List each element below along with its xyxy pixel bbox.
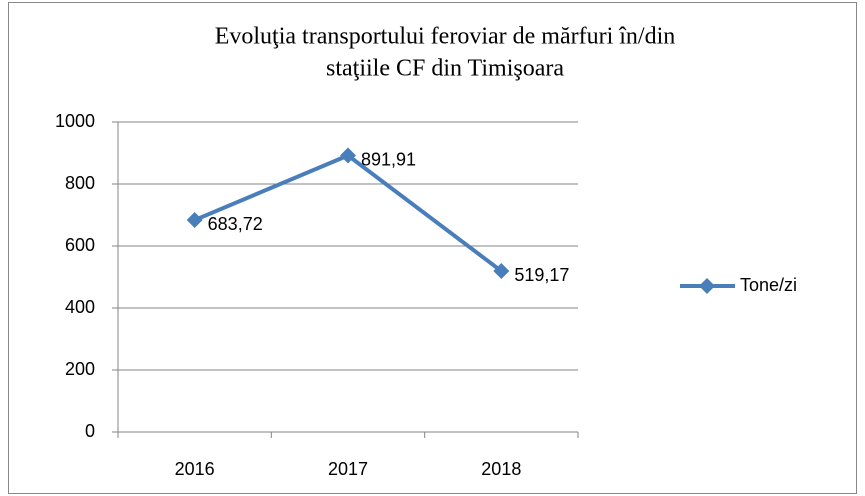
data-label: 891,91 xyxy=(361,149,416,169)
y-tick-label: 200 xyxy=(65,359,95,379)
data-label: 683,72 xyxy=(208,214,263,234)
data-point xyxy=(340,147,356,164)
data-label: 519,17 xyxy=(514,265,569,285)
chart-border xyxy=(8,2,857,494)
y-tick-label: 0 xyxy=(85,421,95,441)
x-tick-label: 2017 xyxy=(328,459,368,479)
x-tick-label: 2016 xyxy=(175,459,215,479)
y-tick-label: 1000 xyxy=(55,111,95,131)
legend-marker xyxy=(699,278,715,294)
y-tick-label: 600 xyxy=(65,235,95,255)
y-tick-label: 800 xyxy=(65,173,95,193)
data-point xyxy=(186,212,203,229)
y-tick-label: 400 xyxy=(65,297,95,317)
data-point xyxy=(493,263,510,280)
x-tick-label: 2018 xyxy=(481,459,521,479)
chart-title: staţiile CF din Timişoara xyxy=(326,56,564,82)
chart-title: Evoluţia transportului feroviar de mărfu… xyxy=(215,24,676,50)
legend-label: Tone/zi xyxy=(740,275,797,295)
